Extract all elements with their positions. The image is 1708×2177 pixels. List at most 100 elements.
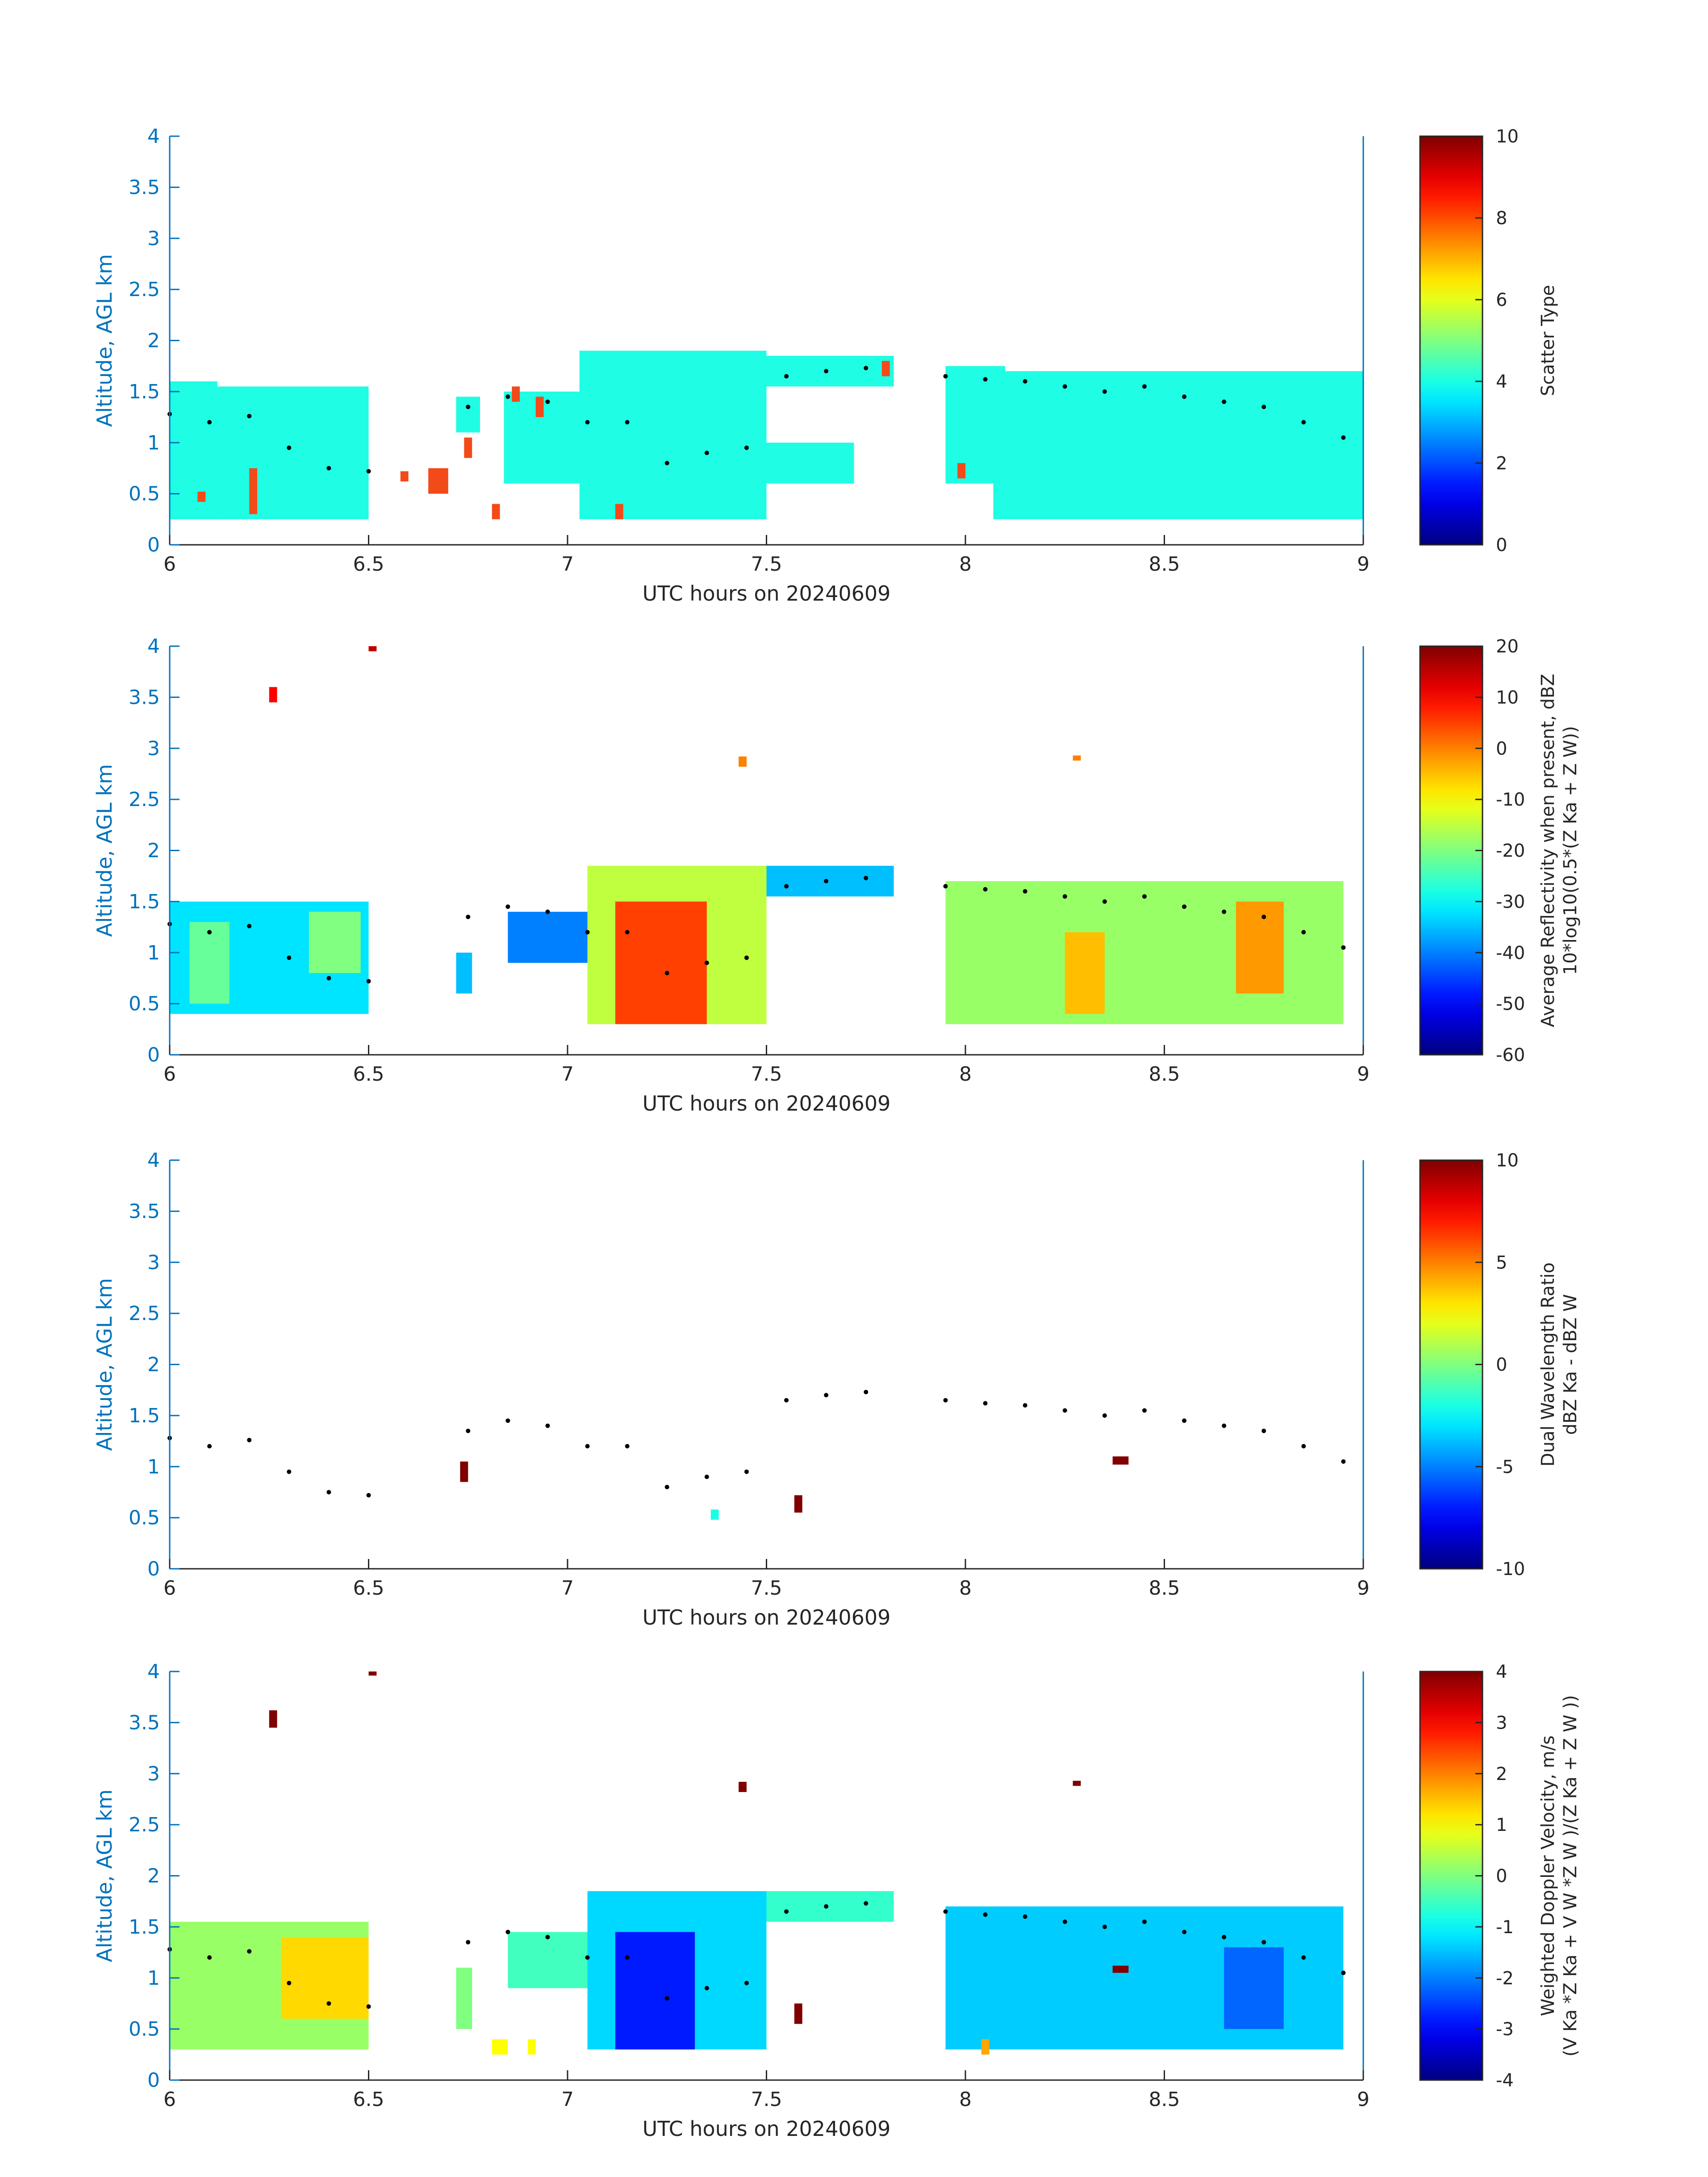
height-dot xyxy=(505,904,510,909)
height-dot xyxy=(864,1901,869,1906)
height-dot xyxy=(625,420,630,425)
colorbar-tick-label: 10 xyxy=(1496,687,1519,708)
x-tick-label: 9 xyxy=(1357,1577,1370,1600)
colorbar xyxy=(1419,645,1483,1056)
height-dot xyxy=(287,1981,292,1985)
x-tick-label: 9 xyxy=(1357,2088,1370,2111)
height-dot xyxy=(247,1437,252,1442)
height-dot xyxy=(1102,1924,1107,1929)
height-dot xyxy=(744,1469,749,1474)
colorbar-tick-label: -5 xyxy=(1496,1457,1514,1477)
data-region xyxy=(535,397,544,418)
height-dot xyxy=(983,887,988,892)
height-dot xyxy=(1102,1413,1107,1418)
height-dot xyxy=(287,955,292,960)
data-region xyxy=(189,922,230,1004)
colorbar-tick-label: 6 xyxy=(1496,290,1507,310)
y-tick-label: 1 xyxy=(147,1967,160,1989)
height-dot xyxy=(625,930,630,935)
height-dot xyxy=(207,1955,212,1960)
height-dot xyxy=(664,1485,669,1489)
height-dot xyxy=(1142,384,1147,389)
data-region xyxy=(492,504,500,519)
height-dot xyxy=(466,915,471,919)
y-tick-label: 2 xyxy=(147,840,160,862)
height-dot xyxy=(1182,394,1187,399)
height-dot xyxy=(784,374,789,379)
y-tick-label: 4 xyxy=(147,1660,160,1683)
colorbar-label: Average Reflectivity when present, dBZ xyxy=(1538,674,1558,1027)
data-region xyxy=(579,351,767,519)
height-dot xyxy=(744,445,749,450)
data-region xyxy=(710,1509,719,1520)
x-axis-title: UTC hours on 20240609 xyxy=(643,1091,891,1116)
panel-3: 6 6.5 7 7.5 8 8.5 9 0 0.5 1 1.5 2 2.5 3 3.5 4 UTC hours … xyxy=(92,1149,1581,1630)
colorbar-label: Dual Wavelength Ratio xyxy=(1538,1262,1558,1467)
height-dot xyxy=(1182,1418,1187,1423)
data-region xyxy=(1073,755,1081,761)
colorbar-tick-label: 5 xyxy=(1496,1253,1507,1273)
height-dot xyxy=(1023,1914,1027,1919)
height-dot xyxy=(744,955,749,960)
height-dot xyxy=(1261,915,1266,919)
y-tick-label: 3.5 xyxy=(129,176,160,199)
y-tick-label: 0 xyxy=(147,1558,160,1580)
height-dot xyxy=(664,461,669,465)
height-dot xyxy=(585,930,590,935)
y-axis-title: Altitude, AGL km xyxy=(92,1278,117,1451)
data-region xyxy=(309,911,361,973)
height-dot xyxy=(1062,894,1067,899)
height-dot xyxy=(943,1398,948,1403)
x-tick-label: 6 xyxy=(163,1577,176,1600)
height-dot xyxy=(824,369,829,374)
colorbar-label-2: 10*log10(0.5*(Z Ka + Z W)) xyxy=(1560,726,1581,975)
data-region xyxy=(492,2039,508,2055)
x-tick-label: 8 xyxy=(959,553,972,576)
data-region xyxy=(512,386,520,402)
y-tick-label: 1 xyxy=(147,941,160,964)
data-region xyxy=(400,471,409,482)
colorbar-tick-label: -60 xyxy=(1496,1045,1525,1066)
y-tick-label: 2.5 xyxy=(129,788,160,811)
height-dot xyxy=(1102,899,1107,904)
colorbar-tick-label: 2 xyxy=(1496,453,1507,474)
colorbar-tick-label: 0 xyxy=(1496,1355,1507,1375)
x-tick-label: 7.5 xyxy=(751,1577,782,1600)
y-tick-label: 3.5 xyxy=(129,686,160,709)
height-dot xyxy=(1182,1930,1187,1935)
y-tick-label: 3.5 xyxy=(129,1711,160,1734)
height-dot xyxy=(1341,1459,1346,1464)
colorbar-label-2: (V Ka *Z Ka + V W *Z W )/(Z Ka + Z W )) xyxy=(1560,1695,1581,2057)
panel-2: 6 6.5 7 7.5 8 8.5 9 0 0.5 1 1.5 2 2.5 3 3.5 4 UTC hours … xyxy=(92,635,1581,1116)
height-dot xyxy=(864,876,869,881)
y-tick-label: 2.5 xyxy=(129,278,160,301)
data-region xyxy=(957,463,965,479)
data-region xyxy=(428,468,448,494)
data-region xyxy=(197,492,206,502)
x-tick-label: 8.5 xyxy=(1149,1577,1180,1600)
x-tick-label: 8 xyxy=(959,1577,972,1600)
height-dot xyxy=(1341,1970,1346,1975)
height-dot xyxy=(326,2001,331,2006)
y-tick-label: 2 xyxy=(147,330,160,352)
x-tick-label: 8 xyxy=(959,2088,972,2111)
colorbar xyxy=(1419,1159,1483,1570)
height-dot xyxy=(864,1390,869,1395)
height-dot xyxy=(1062,1919,1067,1924)
height-dot xyxy=(1222,1423,1227,1428)
y-axis-title: Altitude, AGL km xyxy=(92,1789,117,1962)
height-dot xyxy=(366,979,371,984)
height-dot xyxy=(545,399,550,404)
panel-1: 6 6.5 7 7.5 8 8.5 9 0 0.5 1 1.5 2 2.5 3 3.5 4 UTC hours … xyxy=(92,125,1558,606)
height-dot xyxy=(744,1981,749,1985)
data-region xyxy=(945,881,1344,1024)
y-tick-label: 0 xyxy=(147,534,160,556)
height-dot xyxy=(943,884,948,889)
colorbar-tick-label: 20 xyxy=(1496,636,1519,657)
colorbar-tick-label: -10 xyxy=(1496,1559,1525,1579)
data-region xyxy=(615,1932,695,2050)
colorbar-label: Weighted Doppler Velocity, m/s xyxy=(1538,1735,1558,2016)
y-tick-label: 0 xyxy=(147,1044,160,1066)
data-region xyxy=(217,386,369,519)
